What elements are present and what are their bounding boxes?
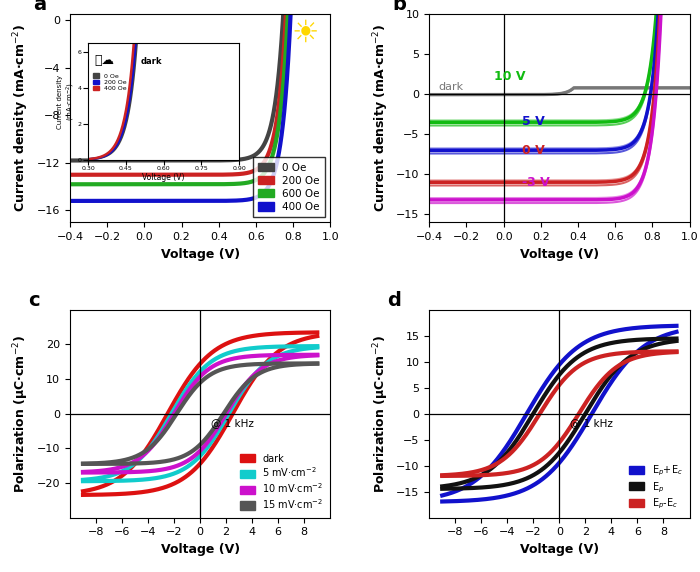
Y-axis label: Polarization (μC·cm$^{-2}$): Polarization (μC·cm$^{-2}$) (12, 335, 32, 492)
Text: 5 V: 5 V (522, 115, 545, 128)
Text: @ 1 kHz: @ 1 kHz (570, 418, 612, 428)
X-axis label: Voltage (V): Voltage (V) (520, 543, 599, 556)
Legend: dark, 5 mV·cm$^{-2}$, 10 mV·cm$^{-2}$, 15 mV·cm$^{-2}$: dark, 5 mV·cm$^{-2}$, 10 mV·cm$^{-2}$, 1… (238, 452, 326, 513)
Text: b: b (393, 0, 407, 14)
Y-axis label: Current density (mA·cm$^{-2}$): Current density (mA·cm$^{-2}$) (12, 24, 32, 212)
Text: c: c (29, 291, 40, 309)
Y-axis label: Polarization (μC·cm$^{-2}$): Polarization (μC·cm$^{-2}$) (371, 335, 391, 492)
Text: @ 1 kHz: @ 1 kHz (211, 418, 253, 428)
Legend: 0 Oe, 200 Oe, 600 Oe, 400 Oe: 0 Oe, 200 Oe, 600 Oe, 400 Oe (253, 157, 325, 217)
Text: 0 V: 0 V (522, 144, 545, 157)
Text: a: a (34, 0, 47, 14)
X-axis label: Voltage (V): Voltage (V) (160, 543, 239, 556)
Legend: E$_p$+E$_c$, E$_p$, E$_p$-E$_c$: E$_p$+E$_c$, E$_p$, E$_p$-E$_c$ (627, 462, 685, 513)
Text: 10 V: 10 V (494, 70, 526, 83)
X-axis label: Voltage (V): Voltage (V) (160, 248, 239, 261)
Y-axis label: Current density (mA·cm$^{-2}$): Current density (mA·cm$^{-2}$) (371, 24, 391, 212)
Text: dark: dark (438, 82, 463, 92)
Text: -3 V: -3 V (522, 176, 550, 189)
Text: d: d (388, 291, 401, 309)
Text: ☀: ☀ (292, 18, 319, 47)
X-axis label: Voltage (V): Voltage (V) (520, 248, 599, 261)
